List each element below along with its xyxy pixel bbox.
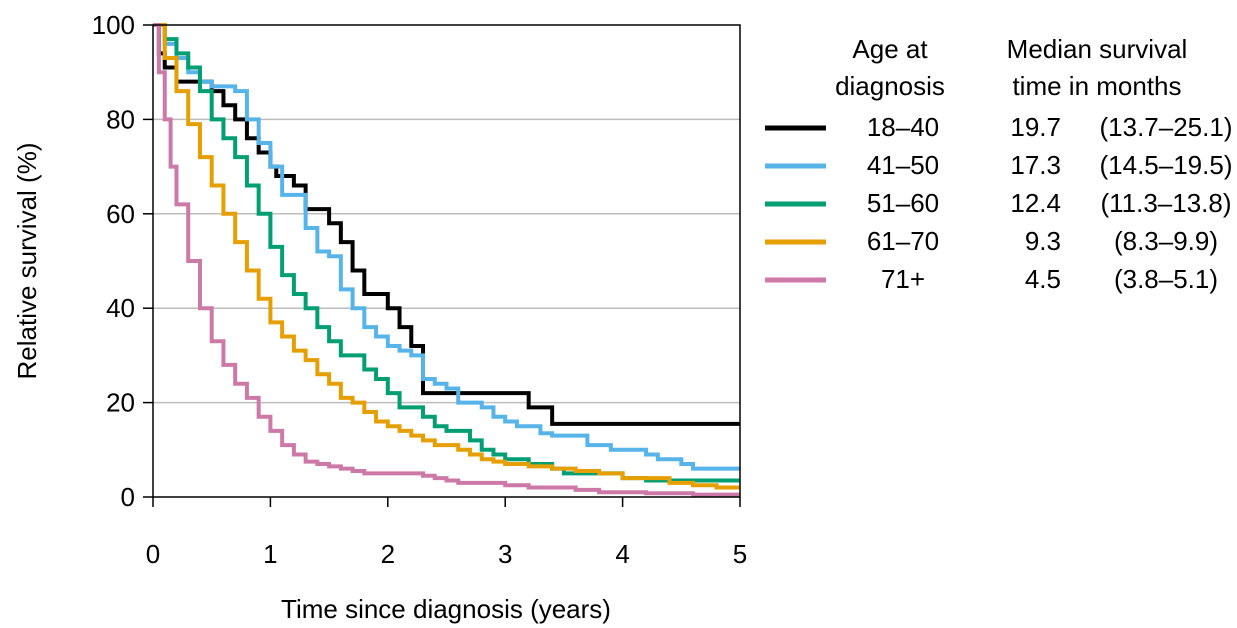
legend-age-3: 51–60 — [867, 188, 939, 218]
legend-ci-4: (8.3–9.9) — [1114, 226, 1218, 256]
x-tick-label-1: 1 — [263, 539, 277, 569]
x-tick-label-2: 2 — [381, 539, 395, 569]
legend-header-median-line1: Median survival — [1007, 34, 1188, 64]
x-axis: 0 1 2 3 4 5 — [146, 497, 747, 569]
legend-ci-5: (3.8–5.1) — [1114, 264, 1218, 294]
series-lines — [153, 25, 740, 495]
x-axis-label: Time since diagnosis (years) — [281, 594, 611, 624]
x-tick-label-0: 0 — [146, 539, 160, 569]
legend-ci-3: (11.3–13.8) — [1100, 188, 1231, 218]
y-tick-label-0: 0 — [121, 482, 135, 512]
y-tick-label-60: 60 — [106, 199, 135, 229]
x-tick-label-3: 3 — [498, 539, 512, 569]
legend-median-3: 12.4 — [1010, 188, 1061, 218]
series-line-4 — [153, 25, 740, 488]
y-tick-label-100: 100 — [92, 10, 135, 40]
legend-median-4: 9.3 — [1025, 226, 1061, 256]
legend-rows: 18–40 19.7 (13.7–25.1) 41–50 17.3 (14.5–19.5)… — [765, 112, 1232, 294]
legend-median-5: 4.5 — [1025, 264, 1061, 294]
y-tick-label-40: 40 — [106, 293, 135, 323]
y-tick-label-20: 20 — [106, 388, 135, 418]
legend-age-2: 41–50 — [867, 150, 939, 180]
legend-median-1: 19.7 — [1010, 112, 1061, 142]
legend-age-5: 71+ — [881, 264, 925, 294]
gridlines — [153, 119, 740, 402]
x-tick-label-5: 5 — [733, 539, 747, 569]
legend-header-age-line2: diagnosis — [835, 71, 945, 101]
legend-ci-2: (14.5–19.5) — [1100, 150, 1233, 180]
series-line-1 — [153, 25, 740, 424]
x-tick-label-4: 4 — [615, 539, 629, 569]
y-axis: 0 20 40 60 80 100 — [92, 10, 153, 512]
legend: Age at diagnosis Median survival time in… — [765, 34, 1232, 294]
y-tick-label-80: 80 — [106, 104, 135, 134]
legend-ci-1: (13.7–25.1) — [1100, 112, 1233, 142]
legend-age-1: 18–40 — [867, 112, 939, 142]
legend-header-age-line1: Age at — [852, 34, 928, 64]
legend-header-median-line2: time in months — [1012, 71, 1181, 101]
legend-age-4: 61–70 — [867, 226, 939, 256]
y-axis-label: Relative survival (%) — [12, 143, 42, 380]
series-line-3 — [153, 25, 740, 480]
legend-median-2: 17.3 — [1010, 150, 1061, 180]
